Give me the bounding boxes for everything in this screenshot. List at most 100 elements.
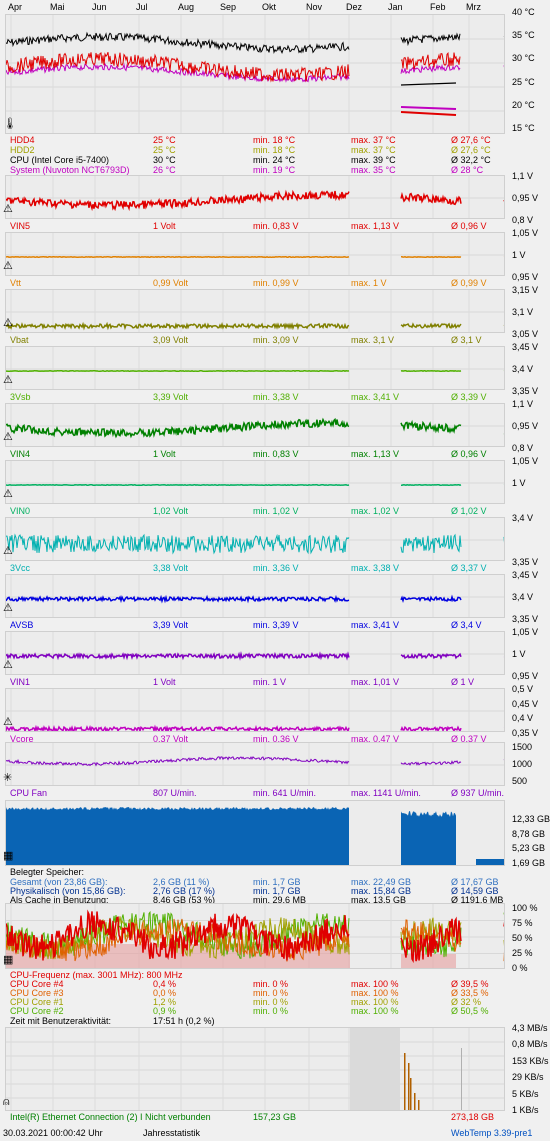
cpu-chip-icon: ▦ (3, 954, 14, 966)
axis-tick-label: 5 KB/s (512, 1088, 539, 1099)
month-label: Nov (306, 2, 323, 12)
axis-tick-label: 0,45 V (512, 698, 539, 709)
version-link[interactable]: WebTemp 3.39-pre1 (451, 1128, 533, 1138)
stat-row: Als Cache in Benutzung: 8,46 GB (53 %) min… (10, 895, 504, 905)
axis-tick-label: 1,69 GB (512, 858, 546, 868)
axis-tick-label: 1000 (512, 759, 533, 769)
axis-tick-label: 1 KB/s (512, 1105, 539, 1115)
fan-plot (5, 742, 505, 786)
series-line (6, 31, 504, 55)
axis-tick-label: 0,95 V (512, 421, 539, 431)
voltage-warning-icon: ⚠ (3, 716, 13, 728)
thermometer-icon: 🌡 (3, 118, 17, 130)
stat-row: HDD2 25 °C min. 18 °C max. 37 °C Ø 27,6 °C (10, 145, 491, 155)
voltage-plot-avsb (5, 574, 505, 618)
axis-tick-label: 25 % (512, 948, 533, 958)
axis-tick-label: 0,35 V (512, 728, 539, 738)
axis-tick-label: 500 (512, 776, 528, 786)
axis-tick-label: 25 °C (512, 76, 535, 87)
axis-tick-label: 0,5 V (512, 684, 534, 694)
series-line (6, 52, 504, 83)
stat-row: Physikalisch (von 15,86 GB): 2,76 GB (17 … (10, 886, 499, 896)
axis-tick-label: 3,4 V (512, 513, 534, 523)
axis-tick-label: 20 °C (512, 99, 535, 110)
voltage-plot-vin5 (5, 175, 505, 219)
axis-tick-label: 3,35 V (512, 557, 539, 567)
memory-plot (5, 800, 505, 866)
voltage-plot-vin4 (5, 403, 505, 447)
network-bar (414, 1093, 416, 1110)
memory-chip-icon: ▦ (3, 850, 14, 862)
axis-tick-label: 75 % (512, 918, 533, 928)
month-label: Jul (136, 2, 148, 12)
month-label: Jun (92, 2, 107, 12)
voltage-plot-3vsb (5, 346, 505, 390)
voltage-warning-icon: ⚠ (3, 602, 13, 614)
cpu-plot (5, 903, 505, 969)
axis-tick-label: 0,95 V (512, 272, 539, 282)
footer: 30.03.2021 00:00:42 Uhr Jahresstatistik … (0, 1124, 550, 1141)
series-line (6, 594, 504, 604)
stat-row: CPU Core #4 0,4 % min. 0 % max. 100 % Ø 39,5… (10, 979, 489, 989)
network-row: Intel(R) Ethernet Connection (2) I Nicht… (10, 1112, 495, 1122)
axis-tick-label: 15 °C (512, 123, 535, 133)
user-activity-row: Zeit mit Benutzeraktivität: 17:51 h (0,2… (10, 1016, 215, 1026)
month-label: Mrz (466, 2, 481, 12)
network-bar (418, 1100, 420, 1110)
memory-area (6, 807, 349, 865)
cpu-frequency: CPU-Frequenz (max. 3001 MHz): 800 MHz (10, 970, 183, 980)
report-title: Jahresstatistik (143, 1128, 201, 1138)
voltage-plot-vin1 (5, 631, 505, 675)
series-line (6, 533, 504, 555)
axis-tick-label: 0,8 V (512, 443, 534, 453)
voltage-plot-3vcc (5, 517, 505, 561)
axis-tick-label: 1,05 V (512, 456, 539, 466)
network-bar (404, 1053, 406, 1110)
series-line (6, 756, 504, 767)
axis-tick-label: 0,4 V (512, 713, 534, 724)
axis-tick-label: 8,78 GB (512, 828, 546, 839)
timestamp: 30.03.2021 00:00:42 Uhr (3, 1128, 103, 1138)
month-label: Feb (430, 2, 446, 12)
series-line (6, 909, 504, 964)
series-line (6, 918, 504, 962)
series-line (6, 724, 504, 731)
axis-tick-label: 3,1 V (512, 307, 534, 317)
axis-tick-label: 0,8 V (512, 215, 534, 225)
voltage-warning-icon: ⚠ (3, 488, 13, 500)
voltage-warning-icon: ⚠ (3, 545, 13, 557)
axis-tick-label: 3,35 V (512, 614, 539, 624)
month-header: Apr Mai Jun Jul Aug Sep Okt Nov Dez Jan Feb Mrz (0, 0, 550, 14)
axis-tick-label: 29 KB/s (512, 1072, 544, 1083)
fan-icon: ✳ (3, 772, 13, 784)
axis-tick-label: 3,15 V (512, 285, 539, 295)
series-line (6, 417, 504, 439)
axis-tick-label: 3,4 V (512, 364, 534, 374)
axis-tick-label: 100 % (512, 903, 538, 913)
axis-tick-label: 1 V (512, 250, 526, 260)
axis-tick-label: 3,45 V (512, 342, 539, 352)
axis-tick-label: 4,3 MB/s (512, 1023, 548, 1033)
voltage-plot-vbat (5, 289, 505, 333)
voltage-plot-vtt (5, 232, 505, 276)
axis-tick-label: 3,05 V (512, 329, 539, 339)
voltage-plot-vcore (5, 688, 505, 732)
month-label: Sep (220, 2, 237, 12)
axis-tick-label: 1,1 V (512, 399, 534, 409)
axis-tick-label: 35 °C (512, 30, 535, 41)
series-line (6, 189, 504, 212)
voltage-warning-icon: ⚠ (3, 260, 13, 272)
voltage-warning-icon: ⚠ (3, 203, 13, 215)
axis-tick-label: 1,1 V (512, 171, 534, 181)
memory-title: Belegter Speicher: (10, 867, 85, 877)
axis-tick-label: 1,05 V (512, 627, 539, 637)
fan-row: CPU Fan 807 U/min. min. 641 U/min. max. … (10, 788, 505, 798)
axis-tick-label: 0 % (512, 963, 528, 973)
